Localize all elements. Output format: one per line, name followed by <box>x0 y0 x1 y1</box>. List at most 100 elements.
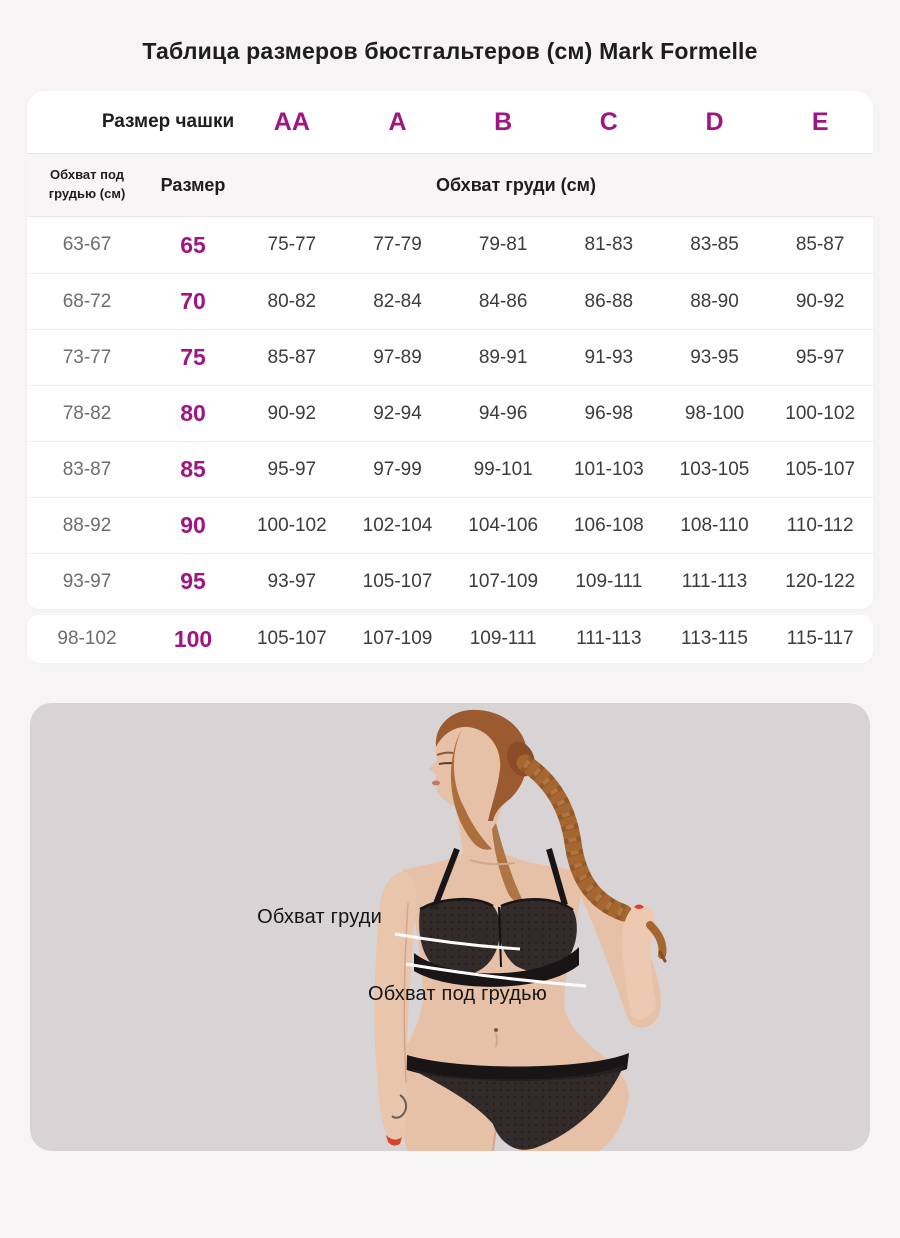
cup-size-e: E <box>811 107 829 136</box>
model-illustration <box>374 709 667 1151</box>
bust-range-aa: 105-107 <box>256 628 327 649</box>
bust-range-a: 107-109 <box>362 628 433 649</box>
bust-range-e: 100-102 <box>785 402 856 424</box>
bra-center-seam <box>498 906 502 968</box>
cup-size-c: C <box>599 107 618 136</box>
bust-range-c: 101-103 <box>573 458 644 480</box>
last-row-container: 98-102 100 105-107 107-109 109-111 111-1… <box>27 615 873 663</box>
bust-range-b: 109-111 <box>469 628 537 649</box>
eye <box>438 762 453 765</box>
underbust-column-header: Обхват под грудью (см) <box>48 167 126 201</box>
nail-braid-hand <box>634 904 644 909</box>
nails-left-hand <box>386 1135 402 1146</box>
eyebrow <box>436 751 454 756</box>
bust-range-b: 84-86 <box>478 290 528 312</box>
underbust-value: 68-72 <box>62 290 112 312</box>
bust-range-e: 105-107 <box>785 458 856 480</box>
bust-range-e: 95-97 <box>795 346 845 368</box>
braid-tip <box>646 921 667 959</box>
underbust-value: 88-92 <box>62 514 112 536</box>
bust-range-a: 92-94 <box>373 402 422 424</box>
band-size-value: 80 <box>180 400 206 426</box>
navel <box>495 1032 498 1048</box>
size-column-header: Размер <box>160 174 226 195</box>
bust-range-d: 88-90 <box>690 290 739 312</box>
bust-range-d: 98-100 <box>684 402 745 424</box>
hair-strand-chest <box>492 823 522 901</box>
collarbone-shade <box>469 859 516 866</box>
table-row: 88-92 90 100-102 102-104 104-106 106-108… <box>27 497 873 553</box>
band-size-value: 90 <box>180 512 206 538</box>
bust-range-c: 106-108 <box>573 514 644 536</box>
bust-range-e: 85-87 <box>795 234 845 255</box>
bust-range-aa: 93-97 <box>267 570 317 592</box>
band-size-value: 70 <box>180 288 206 314</box>
cup-size-a: A <box>388 107 407 136</box>
bust-range-e: 90-92 <box>795 290 845 312</box>
last-size-row-card: 98-102 100 105-107 107-109 109-111 111-1… <box>27 615 873 663</box>
braid-highlight <box>522 759 626 917</box>
braid-tuft <box>658 950 667 963</box>
bust-range-aa: 100-102 <box>256 514 327 536</box>
bra-top-edge <box>419 897 574 912</box>
bust-range-b: 99-101 <box>473 458 533 480</box>
table-row: 68-72 70 80-82 82-84 84-86 86-88 88-90 9… <box>27 273 873 329</box>
bust-range-e: 115-117 <box>786 628 854 649</box>
band-size-value: 75 <box>180 344 206 370</box>
hair-strand-front <box>450 729 492 850</box>
underbust-value: 63-67 <box>62 234 112 255</box>
bra-strap-right <box>546 848 568 906</box>
bust-range-a: 82-84 <box>373 290 422 312</box>
panties-mesh-texture <box>407 1065 624 1150</box>
model-right-hand <box>622 904 656 1020</box>
bust-range-b: 94-96 <box>478 402 528 424</box>
measurement-photo-panel: Обхват груди Обхват под грудью <box>30 703 870 1151</box>
bra-band <box>414 947 579 987</box>
panties-waistband <box>401 1053 629 1081</box>
bust-range-c: 86-88 <box>584 290 634 312</box>
band-size-value: 100 <box>173 625 213 652</box>
cup-size-header-row: Размер чашки AA A B C D E <box>27 91 873 153</box>
band-size-value: 85 <box>180 456 206 482</box>
thigh-tattoo <box>391 1094 408 1119</box>
underbust-value: 78-82 <box>62 402 112 424</box>
table-row: 63-67 65 75-77 77-79 79-81 81-83 83-85 8… <box>27 217 873 273</box>
bust-range-a: 102-104 <box>362 514 433 536</box>
navel-piercing <box>494 1028 498 1032</box>
size-table-card: Размер чашки AA A B C D E Обхват под гру… <box>27 91 873 609</box>
bust-range-c: 91-93 <box>584 346 634 368</box>
bust-range-a: 97-99 <box>373 458 422 480</box>
bust-range-a: 77-79 <box>373 234 422 255</box>
table-body: 63-67 65 75-77 77-79 79-81 81-83 83-85 8… <box>27 217 873 609</box>
bust-range-c: 111-113 <box>576 628 642 649</box>
bust-column-header: Обхват груди (см) <box>436 174 596 195</box>
bust-range-aa: 90-92 <box>267 402 317 424</box>
table-row: 78-82 80 90-92 92-94 94-96 96-98 98-100 … <box>27 385 873 441</box>
bust-range-c: 96-98 <box>584 402 634 424</box>
bra-mesh-texture <box>419 899 577 976</box>
table-row: 98-102 100 105-107 107-109 109-111 111-1… <box>27 615 873 663</box>
underbust-value: 93-97 <box>62 570 112 592</box>
bust-range-d: 113-115 <box>681 628 748 649</box>
page-title: Таблица размеров бюстгальтеров (см) Mark… <box>142 38 758 64</box>
bust-range-c: 109-111 <box>575 570 643 592</box>
bust-range-aa: 85-87 <box>267 346 317 368</box>
arm-shade <box>403 902 409 1084</box>
table-row: 83-87 85 95-97 97-99 99-101 101-103 103-… <box>27 441 873 497</box>
bust-range-d: 108-110 <box>680 514 749 536</box>
bust-range-d: 103-105 <box>679 458 750 480</box>
table-row: 93-97 95 93-97 105-107 107-109 109-111 1… <box>27 553 873 609</box>
bust-range-aa: 80-82 <box>267 290 317 312</box>
underbust-value: 73-77 <box>62 346 112 368</box>
bust-range-b: 104-106 <box>468 514 539 536</box>
bust-range-e: 110-112 <box>786 514 854 536</box>
cup-size-d: D <box>705 107 724 136</box>
cup-size-aa: AA <box>273 107 310 136</box>
bust-range-aa: 95-97 <box>267 458 317 480</box>
bra-strap-left <box>431 847 460 911</box>
underbust-measure-label: Обхват под грудью <box>368 983 547 1005</box>
band-size-value: 95 <box>180 568 206 594</box>
cup-size-row-label: Размер чашки <box>101 111 235 132</box>
bust-range-d: 83-85 <box>690 234 739 255</box>
underbust-value: 83-87 <box>62 458 112 480</box>
